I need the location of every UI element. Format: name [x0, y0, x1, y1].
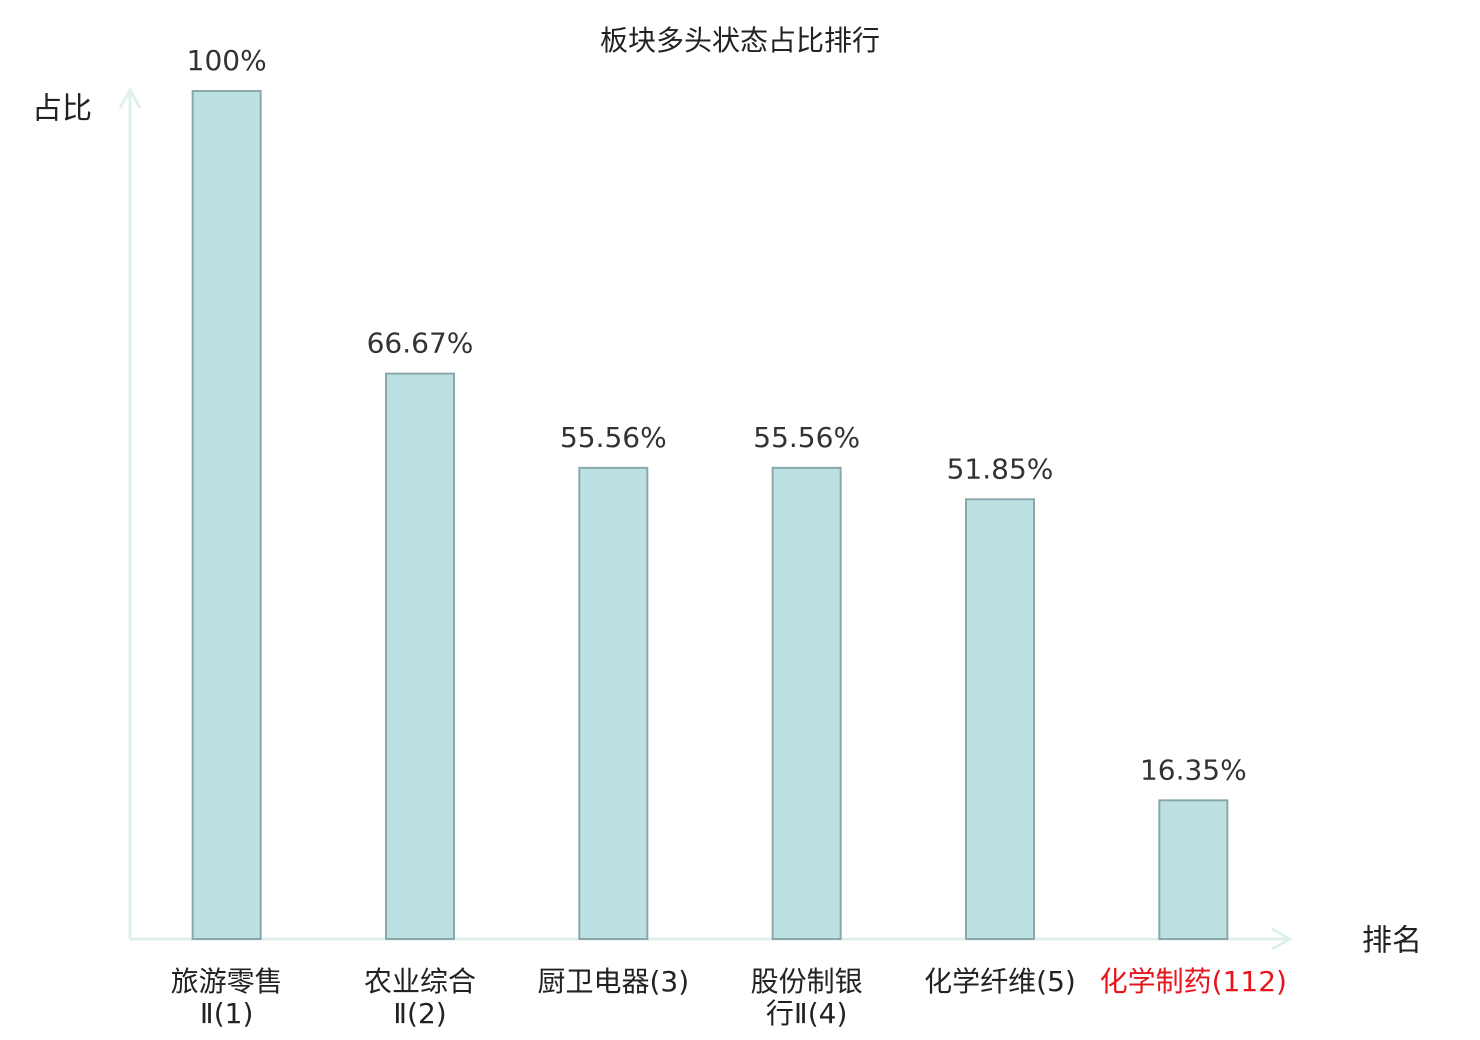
- x-axis-arrow: [1271, 927, 1294, 951]
- value-label: 100%: [187, 44, 267, 77]
- value-label: 66.67%: [367, 327, 474, 360]
- chart-title: 板块多头状态占比排行: [600, 24, 880, 57]
- x-tick-label: 股份制银 行Ⅱ(4): [750, 965, 863, 1030]
- x-tick-label: 厨卫电器(3): [537, 965, 690, 998]
- bar: [578, 466, 649, 940]
- bar: [965, 498, 1035, 940]
- value-label: 51.85%: [947, 452, 1054, 485]
- value-label: 55.56%: [560, 421, 667, 454]
- x-tick-label: 旅游零售 Ⅱ(1): [170, 965, 283, 1030]
- value-label: 55.56%: [753, 421, 860, 454]
- bar: [385, 372, 455, 940]
- bar: [771, 466, 842, 940]
- bar: [1158, 799, 1229, 940]
- y-axis-arrow: [118, 86, 142, 109]
- x-axis-label: 排名: [1362, 924, 1422, 959]
- bar: [191, 90, 262, 940]
- x-tick-label: 化学纤维(5): [924, 965, 1076, 998]
- value-label: 16.35%: [1140, 753, 1247, 786]
- y-axis-label: 占比: [32, 92, 92, 127]
- x-tick-label: 化学制药(112): [1099, 965, 1287, 998]
- x-tick-label: 农业综合 Ⅱ(2): [363, 965, 476, 1030]
